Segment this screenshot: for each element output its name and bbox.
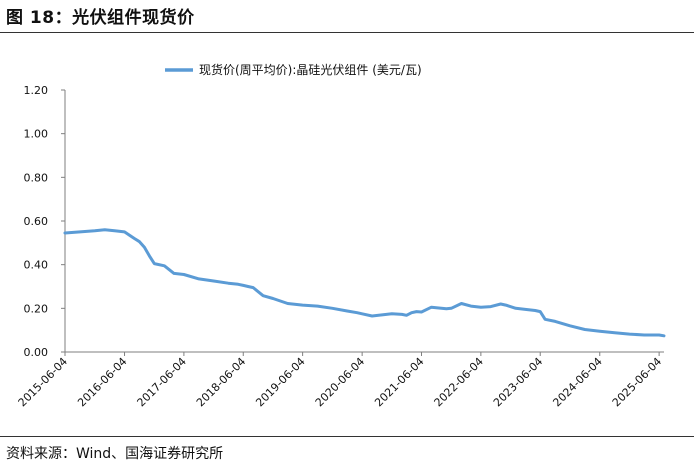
y-tick-label: 0.40	[24, 259, 49, 272]
y-tick-label: 0.20	[24, 302, 49, 315]
top-divider	[0, 32, 694, 33]
x-tick-label: 2018-06-04	[194, 355, 248, 409]
bottom-divider	[0, 436, 694, 437]
x-tick-label: 2017-06-04	[135, 355, 189, 409]
source-note: 资料来源：Wind、国海证券研究所	[6, 446, 224, 462]
y-tick-label: 1.00	[24, 128, 49, 141]
y-tick-label: 0.80	[24, 171, 49, 184]
legend-label: 现货价(周平均价):晶硅光伏组件 (美元/瓦)	[199, 62, 422, 77]
y-tick-label: 0.00	[24, 346, 49, 359]
y-axis-ticks: 0.00 0.20 0.40 0.60 0.80 1.00 1.20	[24, 84, 65, 359]
x-tick-label: 2016-06-04	[75, 355, 129, 409]
x-tick-label: 2025-06-04	[610, 355, 664, 409]
y-tick-label: 1.20	[24, 84, 49, 97]
figure-title: 图 18：光伏组件现货价	[6, 8, 195, 28]
chart-axes	[64, 90, 664, 353]
x-tick-label: 2020-06-04	[313, 355, 367, 409]
x-tick-label: 2023-06-04	[491, 355, 545, 409]
x-tick-label: 2024-06-04	[550, 355, 604, 409]
x-tick-label: 2022-06-04	[432, 355, 486, 409]
x-tick-label: 2019-06-04	[253, 355, 307, 409]
chart-legend: 现货价(周平均价):晶硅光伏组件 (美元/瓦)	[165, 62, 422, 77]
y-tick-label: 0.60	[24, 215, 49, 228]
x-tick-label: 2015-06-04	[16, 355, 70, 409]
plot-area	[63, 228, 666, 338]
line-chart: 现货价(周平均价):晶硅光伏组件 (美元/瓦) 0.00 0.20 0.40 0.60…	[16, 62, 666, 409]
x-tick-label: 2021-06-04	[372, 355, 426, 409]
series-line	[63, 228, 666, 338]
x-axis-ticks: 2015-06-04 2016-06-04 2017-06-04 2018-06-04…	[16, 352, 664, 409]
